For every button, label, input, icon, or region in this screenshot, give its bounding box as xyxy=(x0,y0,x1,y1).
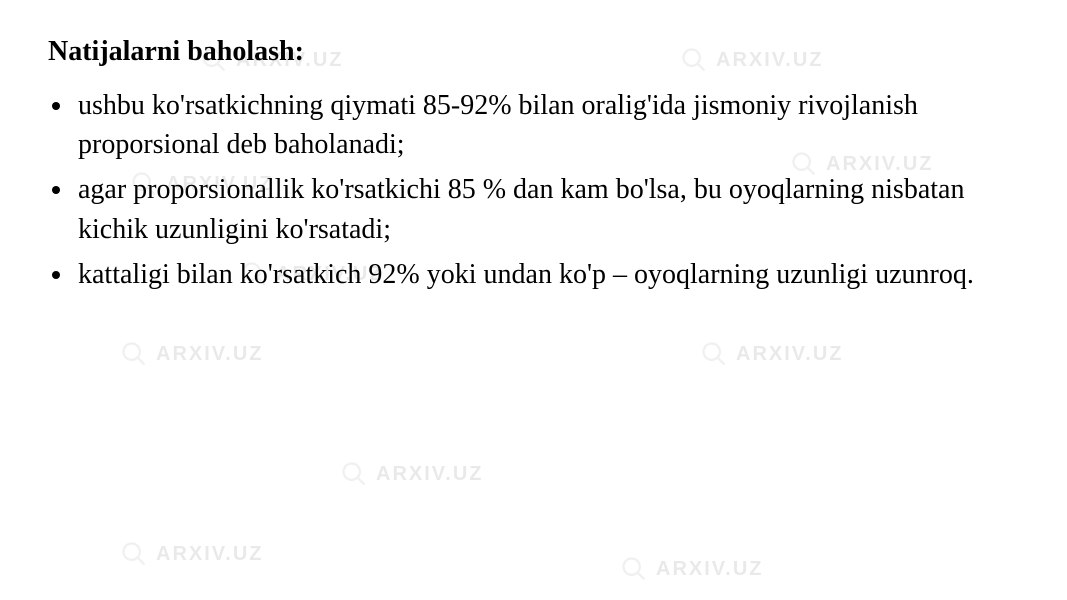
bullet-icon xyxy=(52,186,60,194)
watermark-text: ARXIV.UZ xyxy=(656,558,764,581)
watermark-text: ARXIV.UZ xyxy=(156,543,264,566)
list-item: agar proporsionallik ko'rsatkichi 85 % d… xyxy=(48,170,1019,248)
bullet-text: agar proporsionallik ko'rsatkichi 85 % d… xyxy=(78,170,1019,248)
bullet-text: kattaligi bilan ko'rsatkich 92% yoki und… xyxy=(78,255,974,294)
watermark: ARXIV.UZ xyxy=(700,340,844,368)
list-item: ushbu ko'rsatkichning qiymati 85-92% bil… xyxy=(48,86,1019,164)
watermark: ARXIV.UZ xyxy=(120,340,264,368)
watermark: ARXIV.UZ xyxy=(620,555,764,583)
list-item: kattaligi bilan ko'rsatkich 92% yoki und… xyxy=(48,255,1019,294)
watermark: ARXIV.UZ xyxy=(340,460,484,488)
slide-content: Natijalarni baholash: ushbu ko'rsatkichn… xyxy=(0,0,1067,294)
slide-title: Natijalarni baholash: xyxy=(48,36,1019,68)
bullet-text: ushbu ko'rsatkichning qiymati 85-92% bil… xyxy=(78,86,1019,164)
watermark-text: ARXIV.UZ xyxy=(156,343,264,366)
bullet-list: ushbu ko'rsatkichning qiymati 85-92% bil… xyxy=(48,86,1019,294)
bullet-icon xyxy=(52,271,60,279)
watermark-text: ARXIV.UZ xyxy=(736,343,844,366)
watermark: ARXIV.UZ xyxy=(120,540,264,568)
bullet-icon xyxy=(52,102,60,110)
watermark-text: ARXIV.UZ xyxy=(376,463,484,486)
